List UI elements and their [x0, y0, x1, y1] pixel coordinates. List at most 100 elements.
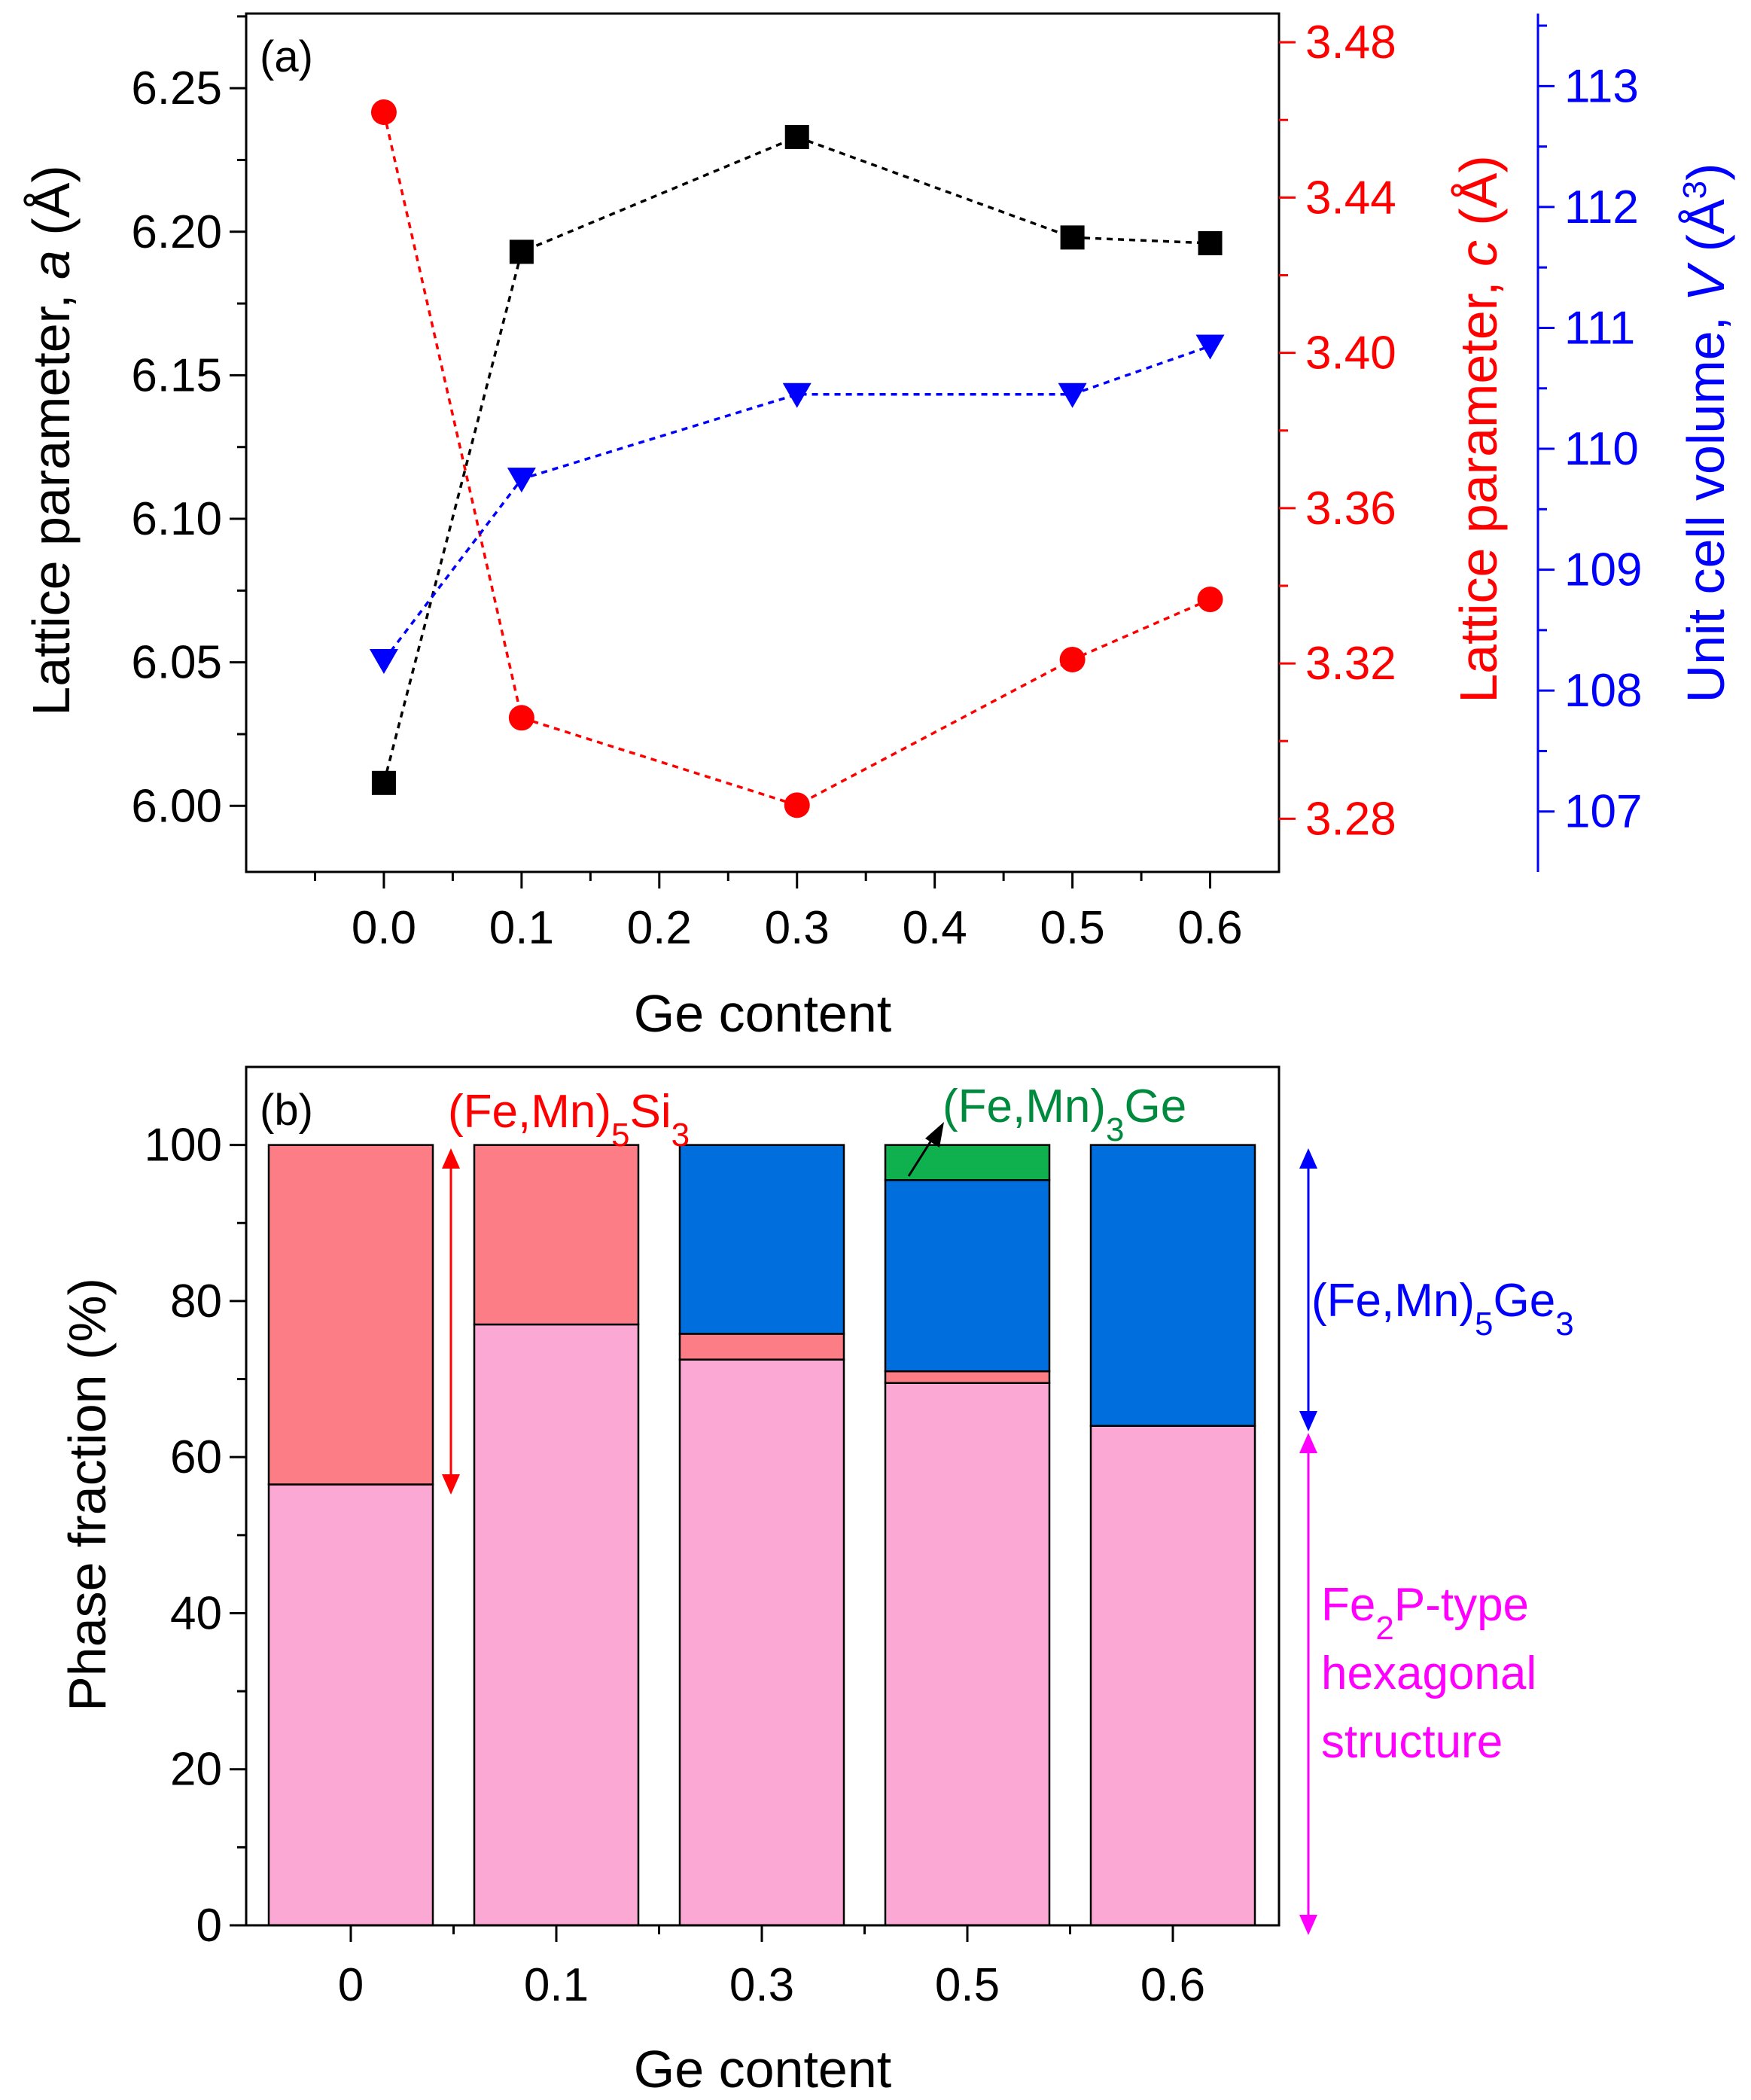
- a-right-tick-label: 3.28: [1305, 793, 1396, 845]
- a-left-tick-label: 6.20: [131, 206, 222, 258]
- a-right-tick-label: 3.40: [1305, 328, 1396, 379]
- a-right2-tick-label: 109: [1564, 544, 1642, 596]
- series-c-point: [1059, 646, 1086, 672]
- series-V-point: [1058, 383, 1087, 408]
- ge3-arrow-head-top: [1299, 1148, 1317, 1169]
- a-xtick-label: 0.6: [1177, 902, 1242, 954]
- b-xtick-label: 0.3: [729, 1959, 794, 2011]
- series-c-point: [1197, 587, 1223, 613]
- a-right-tick-label: 3.36: [1305, 483, 1396, 535]
- a-right-tick-label: 3.32: [1305, 638, 1396, 690]
- panel-b: 0 20 40 60 80 100 0 0.1 0.3 0.5 0.6 (b) Ge content…: [58, 1065, 1574, 2098]
- panel-b-y-title: Phase fraction (%): [58, 1278, 117, 1711]
- panel-a: 0.0 0.1 0.2 0.3 0.4 0.5 0.6 6.00 6.05 6.10 6.15 6.2…: [22, 12, 1736, 1043]
- fe2p-arrow-head-top: [1299, 1433, 1317, 1453]
- fe2p-arrow-head-bottom: [1299, 1915, 1317, 1935]
- b-ytick-label: 40: [170, 1587, 222, 1639]
- a-right-tick-label: 3.44: [1305, 172, 1396, 224]
- panel-a-frame: [245, 12, 1281, 873]
- bar-segment-1-0.3: [678, 1333, 845, 1361]
- b-ytick-label: 80: [170, 1276, 222, 1327]
- si3-arrow-head-bottom: [442, 1474, 460, 1495]
- a-xtick-label: 0.0: [352, 902, 416, 954]
- b-ytick-label: 20: [170, 1744, 222, 1796]
- b-xtick-label: 0.5: [935, 1959, 1000, 2011]
- a-right2-tick-label: 112: [1564, 181, 1639, 233]
- si3-label: (Fe,Mn)5Si3: [448, 1086, 690, 1154]
- fe2p-annotation: Fe2P-type hexagonal structure: [1299, 1433, 1536, 1935]
- panel-a-right-title: Lattice parameter, c (Å): [1449, 155, 1508, 703]
- panel-a-x-title: Ge content: [634, 984, 891, 1043]
- a-xtick-label: 0.2: [627, 902, 692, 954]
- a-right-tick-label: 3.48: [1305, 17, 1396, 69]
- panel-a-ticks: 0.0 0.1 0.2 0.3 0.4 0.5 0.6 6.00 6.05 6.10 6.15 6.2…: [131, 15, 1642, 954]
- series-a-point: [1060, 225, 1085, 250]
- series-c-point: [370, 99, 397, 125]
- b-xtick-label: 0: [338, 1959, 364, 2011]
- panel-b-label: (b): [260, 1086, 313, 1135]
- b-ytick-label: 100: [145, 1120, 222, 1172]
- bar-segment-1-0.5: [884, 1370, 1051, 1384]
- a-left-tick-label: 6.15: [131, 349, 222, 401]
- a-right2-tick-label: 107: [1564, 786, 1642, 838]
- a-left-tick-label: 6.00: [131, 780, 222, 832]
- bar-segment-0-0.6: [1089, 1425, 1256, 1927]
- a-right2-tick-label: 110: [1564, 423, 1639, 475]
- fe2p-label-line1: Fe2P-type: [1321, 1579, 1529, 1647]
- b-ytick-label: 60: [170, 1431, 222, 1483]
- bar-segment-2-0.3: [678, 1144, 845, 1335]
- b-xtick-label: 0.1: [524, 1959, 589, 2011]
- bar-segment-0-0.5: [884, 1382, 1051, 1927]
- ge3-annotation: (Fe,Mn)5Ge3: [1299, 1148, 1574, 1431]
- ge3-label: (Fe,Mn)5Ge3: [1311, 1275, 1574, 1343]
- series-a-line: [382, 136, 1210, 784]
- a-left-tick-label: 6.10: [131, 493, 222, 545]
- si3-annotation: (Fe,Mn)5Si3: [442, 1086, 690, 1495]
- panel-b-bars: [267, 1144, 1256, 1927]
- fe2p-label-line2: hexagonal: [1321, 1647, 1536, 1699]
- panel-a-label: (a): [260, 32, 313, 81]
- series-a-point: [371, 770, 396, 795]
- series-V-point: [507, 468, 536, 493]
- bar-segment-3-0.5: [884, 1144, 1051, 1181]
- panel-b-x-title: Ge content: [634, 2040, 891, 2098]
- series-V-point: [782, 383, 812, 408]
- series-a-point: [509, 239, 534, 264]
- bar-segment-2-0.5: [884, 1179, 1051, 1373]
- series-V-point: [369, 649, 398, 675]
- fe2p-label-line3: structure: [1321, 1716, 1503, 1768]
- series-c-line: [382, 111, 1211, 807]
- a-xtick-label: 0.5: [1040, 902, 1104, 954]
- mn3ge-arrow-line: [907, 1136, 935, 1177]
- si3-arrow-head-top: [442, 1148, 460, 1169]
- a-xtick-label: 0.4: [903, 902, 967, 954]
- bar-segment-2-0.6: [1089, 1144, 1256, 1427]
- mn3ge-annotation: (Fe,Mn)3Ge: [907, 1080, 1186, 1177]
- bar-segment-0-0.1: [473, 1323, 640, 1927]
- b-ytick-label: 0: [196, 1900, 222, 1952]
- bar-segment-1-0: [267, 1144, 434, 1486]
- series-V-line: [382, 344, 1211, 662]
- panel-a-right2-title: Unit cell volume, V (Å3): [1676, 163, 1736, 703]
- b-xtick-label: 0.6: [1140, 1959, 1205, 2011]
- series-a-point: [1198, 231, 1223, 256]
- a-left-tick-label: 6.05: [131, 637, 222, 689]
- panel-b-ticks: 0 20 40 60 80 100 0 0.1 0.3 0.5 0.6: [145, 1120, 1206, 2011]
- bar-segment-0-0: [267, 1483, 434, 1927]
- mn3ge-label: (Fe,Mn)3Ge: [942, 1080, 1186, 1148]
- a-right2-tick-label: 111: [1564, 302, 1635, 354]
- mn3ge-arrow-head: [925, 1122, 944, 1148]
- a-left-tick-label: 6.25: [131, 62, 222, 114]
- panel-a-left-title: Lattice parameter, a (Å): [22, 165, 81, 715]
- panel-a-series: [369, 99, 1225, 818]
- bar-segment-1-0.1: [473, 1144, 640, 1326]
- series-a-point: [784, 124, 809, 149]
- a-xtick-label: 0.1: [489, 902, 554, 954]
- series-c-point: [508, 705, 534, 731]
- series-V-point: [1195, 334, 1225, 360]
- a-xtick-label: 0.3: [765, 902, 830, 954]
- ge3-arrow-head-bottom: [1299, 1411, 1317, 1431]
- bar-segment-0-0.3: [678, 1358, 845, 1927]
- a-right2-tick-label: 113: [1564, 60, 1639, 112]
